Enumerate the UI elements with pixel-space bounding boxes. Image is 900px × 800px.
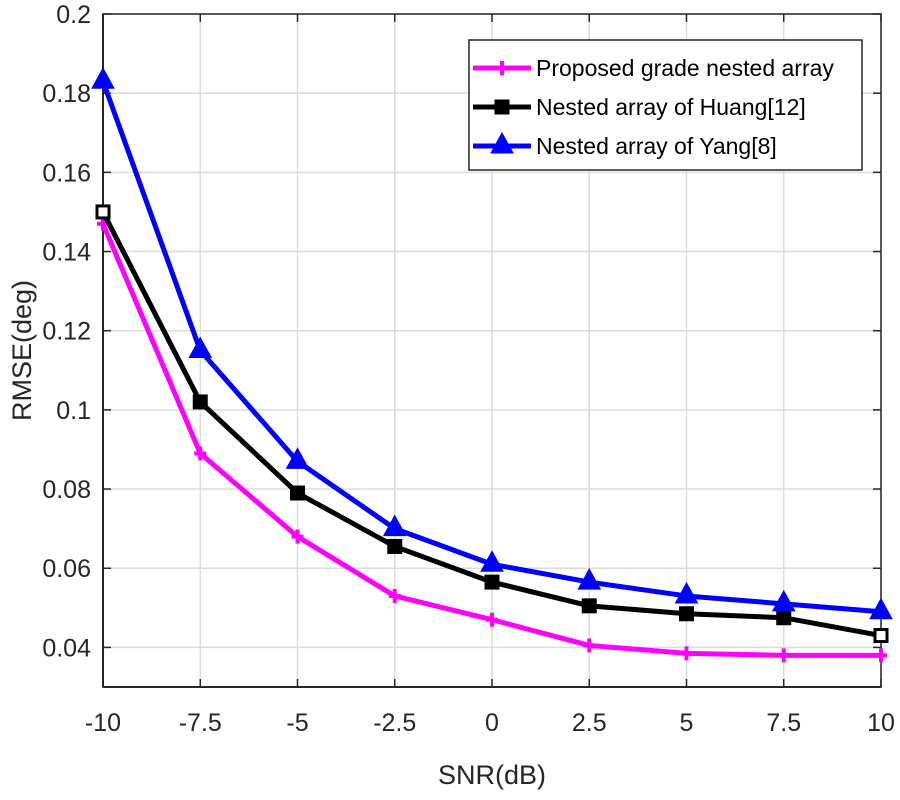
data-point [771,589,796,612]
data-point [290,485,305,501]
data-point [291,529,304,544]
data-point [486,612,498,627]
data-point [873,628,889,644]
y-tick-label: 0.18 [42,80,91,108]
data-point [480,550,504,572]
legend-item: Nested array of Yang[8] [473,131,777,159]
x-tick-label: -2.5 [373,709,416,737]
x-tick-label: -5 [286,709,308,737]
x-tick-label: -7.5 [179,709,222,737]
data-point [91,67,115,89]
x-tick-label: 0 [485,709,499,737]
data-point [875,648,887,663]
series-plus [97,216,887,663]
data-point [95,204,111,220]
x-tick-label: 10 [867,709,895,737]
series-triangle [91,67,893,620]
y-tick-label: 0.06 [42,555,91,583]
axes [102,13,882,688]
legend-item: Nested array of Huang[12] [473,94,806,120]
tick-labels: -10 -7.5 -5 -2.5 0 2.5 5 7.5 10 0.04 0.06 0.08 0.1 0.… [42,1,895,737]
y-tick-label: 0.14 [42,239,91,267]
legend-label: Nested array of Yang[8] [536,133,777,159]
y-tick-label: 0.04 [42,634,91,662]
series-square [95,204,889,644]
legend-marker [490,131,514,154]
y-axis-title: RMSE(deg) [7,280,37,421]
data-point [583,638,596,653]
x-axis-title: SNR(dB) [438,760,546,790]
x-tick-label: -10 [85,709,121,737]
data-point [484,574,500,590]
x-tick-label: 2.5 [572,709,607,737]
x-tick-label: 7.5 [766,709,801,737]
data-point [194,446,207,461]
data-point [188,336,213,358]
x-tick-label: 5 [680,709,694,737]
y-tick-label: 0.16 [42,159,91,187]
legend-label: Nested array of Huang[12] [536,94,806,120]
data-point [777,648,790,663]
data-point [674,581,699,604]
data-point [285,447,310,469]
data-point [387,538,403,554]
data-point [388,588,401,603]
legend-marker [496,61,508,75]
data-point [382,514,407,537]
y-tick-label: 0.1 [56,397,91,425]
data-point [869,597,893,620]
legend-marker [494,99,510,115]
data-point [581,598,597,614]
series-layer [91,67,893,663]
y-tick-label: 0.12 [42,318,91,346]
y-tick-label: 0.08 [42,476,91,504]
data-point [577,568,602,590]
legend-box [468,39,863,171]
data-point [776,610,792,626]
data-point [680,646,693,661]
data-point [679,606,694,622]
data-point [192,394,208,410]
legend: Proposed grade nested array Nested array … [468,39,863,171]
legend-label: Proposed grade nested array [536,55,834,81]
y-tick-label: 0.2 [56,1,91,29]
legend-item: Proposed grade nested array [473,55,834,81]
